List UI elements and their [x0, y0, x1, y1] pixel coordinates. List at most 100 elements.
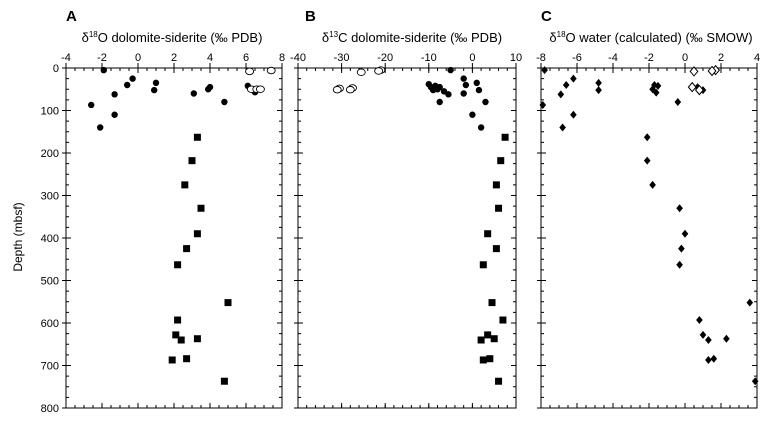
data-point-filled-circle: [475, 86, 483, 94]
data-point-filled-square: [197, 204, 205, 212]
data-point-filled-diamond: [674, 98, 682, 106]
data-point-filled-square: [477, 336, 485, 344]
data-point-filled-diamond: [710, 354, 718, 363]
data-point-filled-diamond: [681, 229, 689, 238]
x-tick-label: -30: [334, 52, 350, 64]
data-point-open-diamond: [689, 66, 699, 77]
data-point-filled-circle: [436, 98, 443, 106]
x-tick-label: 4: [754, 52, 760, 64]
data-point-filled-square: [193, 133, 201, 141]
data-point-filled-square: [172, 331, 180, 339]
data-point-filled-circle: [473, 79, 480, 87]
data-point-filled-circle: [111, 91, 118, 98]
data-point-filled-diamond: [751, 377, 759, 386]
data-point-filled-diamond: [699, 330, 707, 339]
data-point-filled-diamond: [562, 81, 570, 89]
data-point-filled-circle: [429, 86, 437, 94]
data-point-filled-square: [174, 261, 182, 269]
y-tick-label: 0: [53, 63, 59, 75]
data-point-open-circle: [345, 85, 355, 94]
data-point-filled-diamond: [676, 204, 683, 213]
data-point-filled-circle: [152, 79, 160, 87]
data-point-filled-diamond: [595, 86, 602, 95]
x-tick-label: 2: [718, 52, 724, 64]
data-point-open-circle: [356, 68, 366, 76]
data-point-filled-square: [484, 230, 492, 238]
data-point-filled-diamond: [570, 110, 577, 119]
data-point-filled-circle: [124, 81, 131, 89]
panel-title: δ18O water (calculated) (‰ SMOW): [549, 30, 752, 45]
x-tick-label: 6: [243, 52, 249, 64]
data-point-filled-square: [183, 245, 191, 253]
data-point-filled-circle: [469, 111, 476, 118]
data-point-filled-circle: [111, 111, 118, 118]
y-tick-label: 800: [41, 403, 59, 415]
data-point-filled-square: [488, 299, 496, 307]
data-point-filled-circle: [205, 86, 212, 93]
data-point-filled-square: [492, 181, 500, 189]
data-point-filled-diamond: [559, 123, 566, 132]
x-tick-label: 0: [469, 52, 475, 64]
data-point-filled-diamond: [649, 180, 656, 189]
data-point-filled-square: [497, 157, 505, 165]
x-tick-label: 2: [171, 52, 177, 64]
data-point-open-circle: [266, 66, 276, 75]
panel-letter: B: [305, 8, 316, 25]
data-point-filled-circle: [151, 86, 158, 94]
data-point-filled-square: [479, 356, 487, 364]
data-point-filled-circle: [100, 66, 108, 74]
x-tick-label: -4: [608, 52, 618, 64]
data-point-filled-square: [220, 377, 228, 385]
data-point-filled-circle: [221, 98, 228, 106]
x-tick-label: -40: [290, 52, 306, 64]
y-tick-label: 400: [41, 233, 59, 245]
data-point-filled-diamond: [539, 100, 547, 109]
y-axis-label: Depth (mbsf): [11, 202, 25, 271]
data-point-filled-circle: [97, 124, 104, 131]
data-point-filled-circle: [190, 90, 197, 97]
data-point-filled-circle: [447, 66, 454, 74]
y-tick-label: 100: [41, 106, 59, 118]
data-point-filled-square: [501, 133, 509, 141]
y-tick-label: 300: [41, 191, 59, 203]
x-tick-label: 0: [135, 52, 141, 64]
x-tick-label: -20: [377, 52, 393, 64]
data-point-filled-diamond: [705, 336, 712, 344]
x-tick-label: 10: [510, 52, 522, 64]
data-point-filled-square: [188, 157, 196, 165]
x-tick-label: -6: [572, 52, 582, 64]
data-point-open-circle: [374, 67, 384, 75]
x-tick-label: 4: [207, 52, 213, 64]
y-tick-label: 200: [41, 148, 59, 160]
data-point-filled-diamond: [654, 81, 662, 90]
data-point-open-circle: [332, 85, 342, 94]
data-point-filled-square: [495, 377, 503, 385]
data-point-filled-diamond: [723, 334, 730, 343]
data-point-filled-diamond: [557, 90, 565, 99]
panel-title: δ18O dolomite-siderite (‰ PDB): [82, 30, 263, 45]
data-point-filled-square: [490, 335, 498, 343]
data-point-open-diamond: [687, 81, 697, 93]
data-point-open-circle: [255, 85, 265, 93]
panel-title: δ13C dolomite-siderite (‰ PDB): [322, 30, 502, 45]
x-tick-label: -2: [644, 52, 654, 64]
panel-letter: C: [541, 8, 552, 25]
x-tick-label: -10: [421, 52, 437, 64]
data-point-filled-square: [492, 245, 500, 253]
data-point-filled-diamond: [541, 66, 548, 75]
data-point-filled-diamond: [696, 316, 703, 325]
data-point-filled-diamond: [746, 298, 754, 307]
panel-letter: A: [66, 8, 77, 25]
data-point-filled-diamond: [652, 88, 660, 97]
x-tick-label: -2: [97, 52, 107, 64]
data-point-filled-circle: [462, 81, 470, 89]
data-point-filled-circle: [482, 98, 489, 106]
data-point-filled-circle: [477, 124, 485, 131]
data-point-open-diamond: [694, 84, 704, 96]
y-tick-label: 700: [41, 361, 59, 373]
data-point-filled-diamond: [705, 355, 712, 364]
